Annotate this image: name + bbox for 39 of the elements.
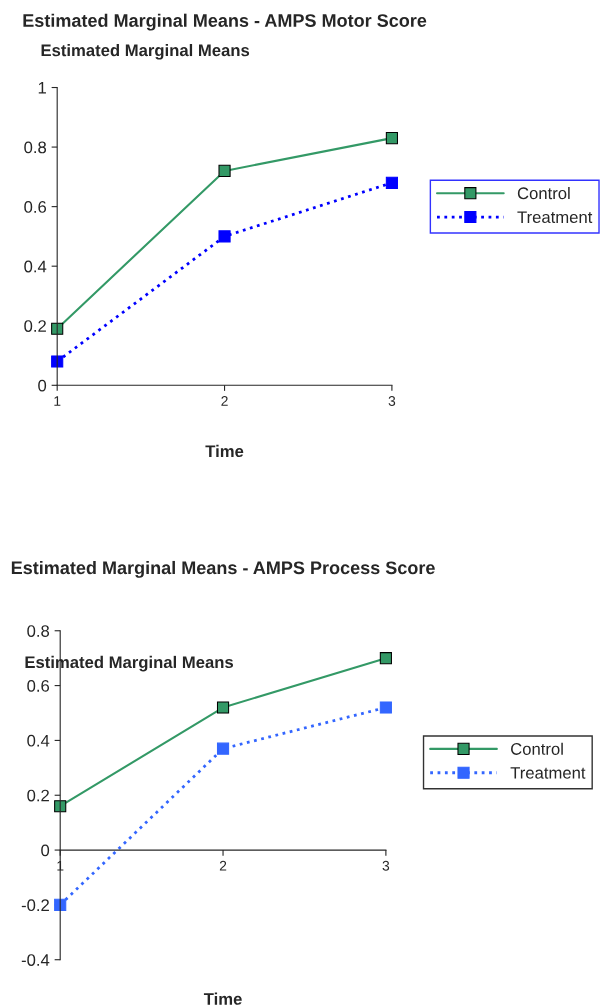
point — [216, 701, 230, 714]
point — [379, 701, 392, 714]
x-axis-title: Time — [205, 444, 244, 458]
point — [216, 742, 230, 755]
x-tick-label: 1 — [54, 396, 61, 406]
x-tick-label: 2 — [219, 860, 227, 871]
y-tick-label: 0.8 — [24, 141, 47, 154]
point — [385, 132, 398, 145]
x-tick-label: 3 — [388, 396, 396, 406]
chart-title: Estimated Marginal Means - AMPS Process Score — [11, 560, 435, 578]
chart-title: Estimated Marginal Means - AMPS Motor Score — [23, 13, 427, 31]
y-axis-title: Estimated Marginal Means — [41, 43, 250, 60]
x-axis-title: Time — [203, 992, 242, 1005]
point — [385, 176, 398, 189]
x-tick-label: 2 — [221, 396, 228, 406]
point — [218, 164, 231, 177]
y-tick-label: 1 — [38, 82, 46, 94]
legend-label: Control — [511, 742, 563, 755]
y-tick-label: -0.2 — [21, 899, 49, 912]
y-tick-label: 0.2 — [27, 789, 49, 802]
point — [54, 800, 67, 813]
y-tick-label: 0 — [38, 379, 47, 392]
y-tick-label: -0.4 — [21, 954, 50, 966]
point — [54, 898, 67, 911]
y-tick-label: 0 — [41, 844, 50, 857]
y-tick-label: 0.6 — [24, 201, 47, 213]
legend-label: Control — [517, 186, 570, 200]
y-tick-label: 0.2 — [24, 320, 46, 332]
point — [379, 652, 392, 665]
point — [218, 230, 231, 243]
y-tick-label: 0.8 — [27, 625, 50, 637]
x-tick-label: 3 — [382, 860, 390, 871]
legend-label: Treatment — [510, 767, 586, 779]
legend-label: Treatment — [517, 211, 593, 224]
point — [51, 322, 64, 335]
y-tick-label: 0.4 — [27, 734, 50, 747]
y-tick-label: 0.6 — [27, 679, 50, 692]
y-tick-label: 0.4 — [24, 260, 47, 273]
point — [51, 355, 64, 368]
